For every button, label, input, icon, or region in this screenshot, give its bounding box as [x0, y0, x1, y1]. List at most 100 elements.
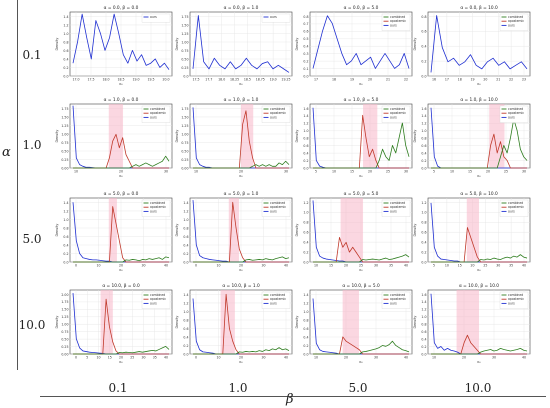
highlight-band: [108, 198, 117, 262]
y-tick-label: 0.4: [303, 151, 308, 155]
y-tick-label: 1.0: [303, 129, 308, 133]
chart-panel-2-0: α = 5.0, β = 0.0 0.0 0.2 0.4 0.6 0.8 1.0 1.2 1.4…: [55, 191, 173, 272]
legend-box: [381, 199, 411, 217]
y-tick-label: 1.4: [183, 293, 188, 297]
x-tick-label: 30: [284, 170, 288, 174]
x-tick-label: 30: [492, 356, 496, 360]
x-tick-label: 5: [86, 356, 88, 360]
x-axis-label: κ₀: [119, 82, 123, 86]
y-tick-label: 1.75: [181, 15, 188, 19]
x-tick-label: 15: [458, 264, 462, 268]
y-tick-label: 0.0: [421, 166, 426, 170]
series-line-combined: [313, 340, 410, 355]
y-axis-label: Density: [295, 38, 299, 51]
x-tick-label: 20: [344, 264, 348, 268]
x-tick-label: 40: [284, 264, 288, 268]
x-axis-label: κ₀: [477, 268, 481, 272]
x-tick-label: 40: [164, 356, 168, 360]
x-tick-label: 5: [433, 170, 435, 174]
x-tick-label: 35: [389, 264, 393, 268]
chart-title: α = 1.0, β = 0.0: [104, 97, 139, 103]
series-line-combined: [193, 347, 290, 355]
y-tick-label: 0.6: [303, 30, 308, 34]
legend-entry: combined: [508, 293, 523, 297]
y-tick-label: 1.2: [183, 301, 188, 305]
legend-box: [141, 199, 171, 217]
highlight-band: [108, 104, 124, 168]
y-tick-label: 1.2: [421, 308, 426, 312]
y-tick-label: 1.75: [61, 107, 68, 111]
y-axis-label: Density: [295, 224, 299, 237]
x-tick-label: 40: [522, 356, 526, 360]
series-line-ours: [72, 13, 170, 70]
y-tick-label: 0.6: [421, 30, 426, 34]
y-tick-label: 1.25: [181, 124, 188, 128]
legend-entry: ours: [150, 15, 157, 19]
chart-panel-0-0: α = 0.0, β = 0.0 0.0 0.2 0.4 0.6 0.8 1.0 1.2 1.4…: [55, 5, 173, 86]
x-tick-label: 25: [386, 170, 390, 174]
chart-panel-0-3: α = 0.0, β = 10.0 0.0 0.2 0.4 0.6 0.8 16 17 18 19…: [413, 5, 531, 86]
legend-entry: apostemic: [390, 111, 406, 115]
y-tick-label: 0.8: [421, 15, 426, 19]
chart-title: α = 10.0, β = 0.0: [102, 283, 140, 289]
y-tick-label: 0.00: [61, 352, 68, 356]
y-tick-label: 0.8: [421, 137, 426, 141]
y-tick-label: 1.0: [183, 218, 188, 222]
y-axis-label: Density: [175, 224, 179, 237]
legend-entry: combined: [508, 107, 523, 111]
row-axis-line: [17, 0, 18, 370]
legend-entry: combined: [150, 107, 165, 111]
highlight-band: [466, 198, 479, 262]
col-axis-line: [40, 396, 546, 397]
series-line-combined: [431, 347, 528, 355]
x-tick-label: 0: [75, 264, 77, 268]
x-tick-label: 10: [74, 170, 78, 174]
x-tick-label: 18.5: [244, 78, 251, 82]
x-tick-label: 17.5: [192, 78, 199, 82]
legend-entry: apostemic: [270, 297, 286, 301]
y-tick-label: 1.0: [303, 310, 308, 314]
highlight-band: [220, 290, 235, 354]
x-tick-label: 20: [462, 356, 466, 360]
y-axis-label: Density: [413, 130, 417, 143]
chart-title: α = 0.0, β = 5.0: [344, 5, 379, 11]
x-tick-label: 20: [119, 264, 123, 268]
chart-title: α = 10.0, β = 1.0: [222, 283, 260, 289]
x-tick-label: 18: [458, 78, 462, 82]
legend-box: [261, 291, 291, 309]
x-tick-label: 19: [350, 78, 354, 82]
highlight-band: [100, 290, 113, 354]
x-tick-label: 5: [315, 170, 317, 174]
y-tick-label: 0.0: [303, 352, 308, 356]
y-tick-label: 0.6: [303, 144, 308, 148]
chart-panel-2-3: α = 5.0, β = 10.0 0.0 0.2 0.4 0.6 0.8 1.0 1.2 5 1…: [413, 191, 531, 272]
legend-entry: apostemic: [508, 111, 524, 115]
x-tick-label: 15: [468, 170, 472, 174]
chart-panel-1-1: α = 1.0, β = 1.0 0.00 0.25 0.50 0.75 1.00 1.25…: [175, 97, 293, 178]
row-label-1: 1.0: [22, 138, 42, 152]
y-tick-label: 0.6: [421, 144, 426, 148]
x-axis-label: κ₀: [239, 82, 243, 86]
y-tick-label: 1.6: [421, 293, 426, 297]
legend-entry: ours: [390, 23, 397, 27]
legend-entry: combined: [150, 293, 165, 297]
y-tick-label: 0.8: [303, 137, 308, 141]
y-tick-label: 1.2: [63, 209, 68, 213]
y-tick-label: 1.0: [183, 310, 188, 314]
legend-entry: ours: [508, 209, 515, 213]
chart-title: α = 5.0, β = 0.0: [104, 191, 139, 197]
y-tick-label: 0.2: [183, 252, 188, 256]
legend-entry: combined: [270, 107, 285, 111]
legend-entry: ours: [150, 301, 157, 305]
y-tick-label: 0.2: [303, 250, 308, 254]
y-tick-label: 0.6: [63, 49, 68, 53]
y-tick-label: 1.0: [63, 218, 68, 222]
legend-entry: combined: [508, 201, 523, 205]
x-tick-label: 10: [96, 264, 100, 268]
row-axis-symbol: α: [2, 145, 11, 160]
legend-entry: ours: [150, 209, 157, 213]
legend-entry: combined: [390, 201, 405, 205]
x-tick-label: 20: [483, 78, 487, 82]
chart-title: α = 0.0, β = 10.0: [460, 5, 498, 11]
y-tick-label: 0.8: [63, 40, 68, 44]
